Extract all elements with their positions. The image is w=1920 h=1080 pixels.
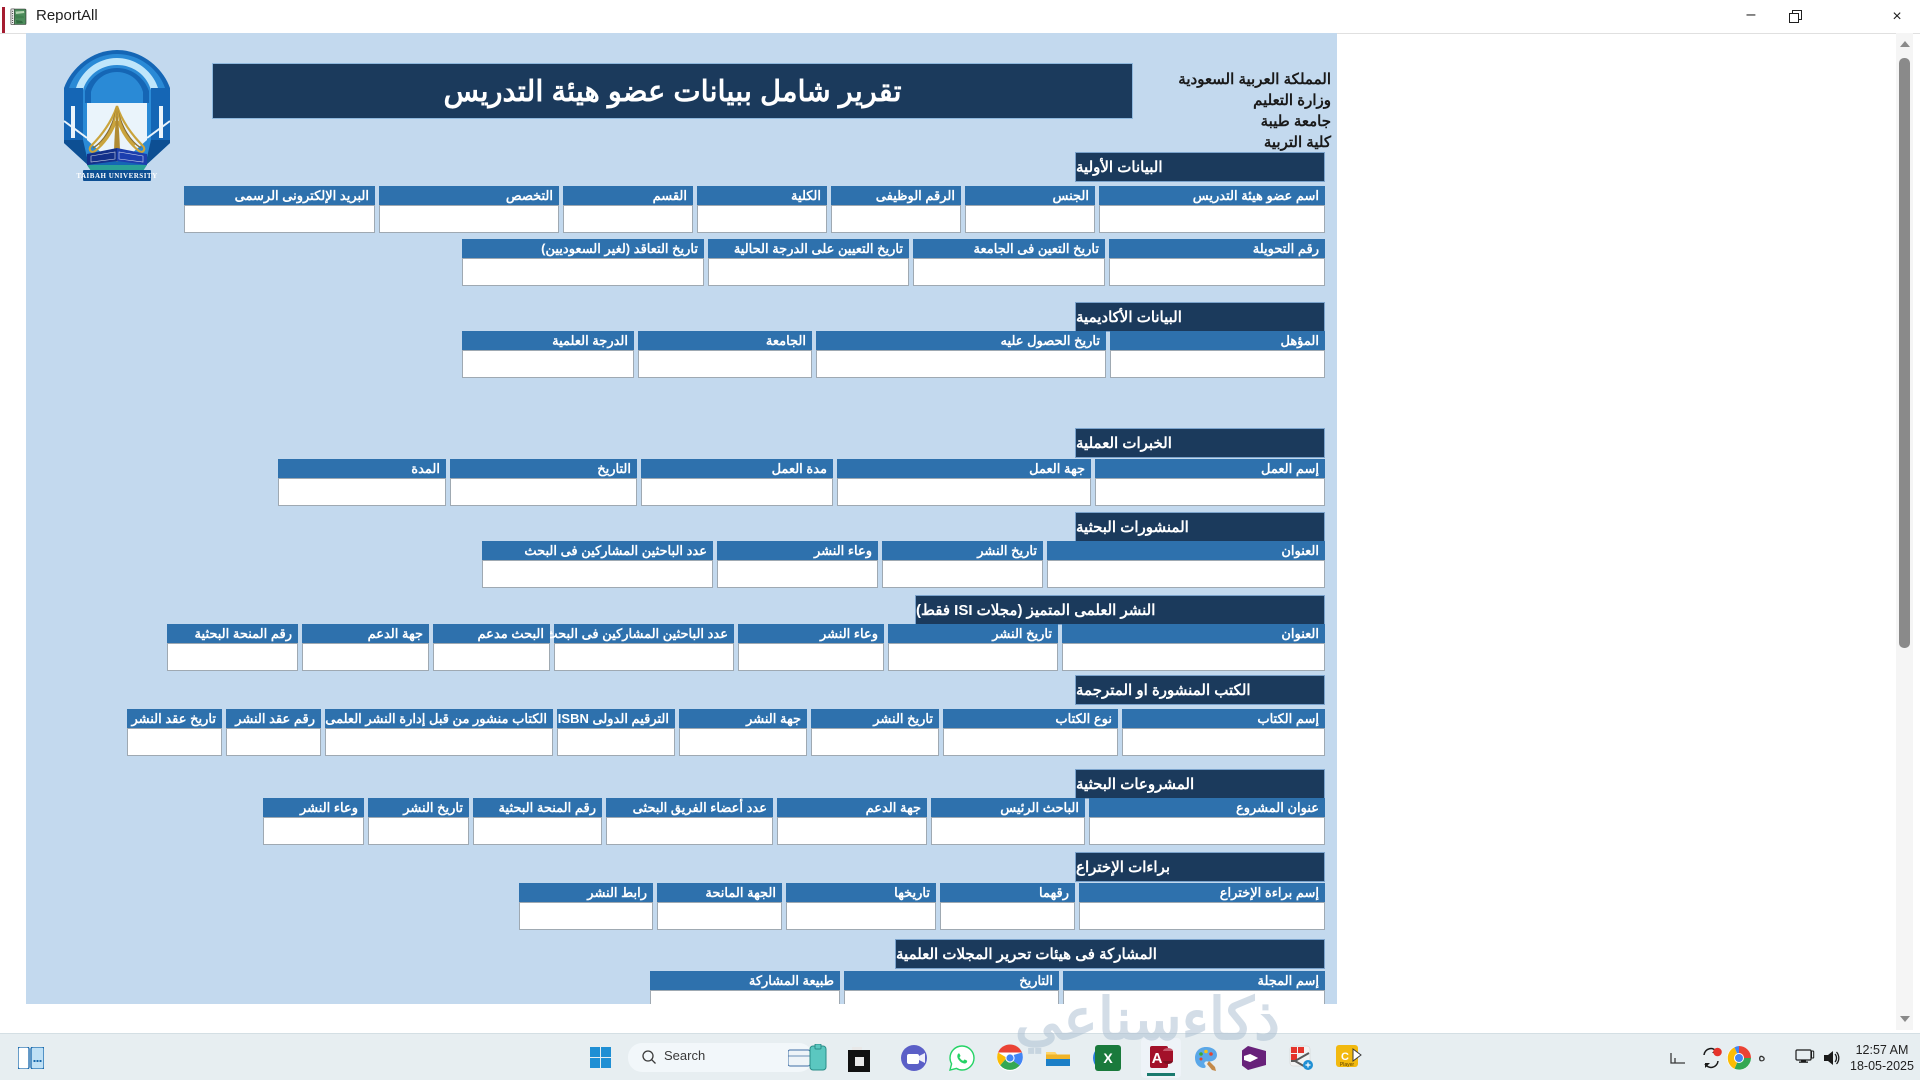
svg-text:TAIBAH UNIVERSITY: TAIBAH UNIVERSITY bbox=[76, 172, 157, 180]
svg-text:Player: Player bbox=[1340, 1062, 1355, 1068]
